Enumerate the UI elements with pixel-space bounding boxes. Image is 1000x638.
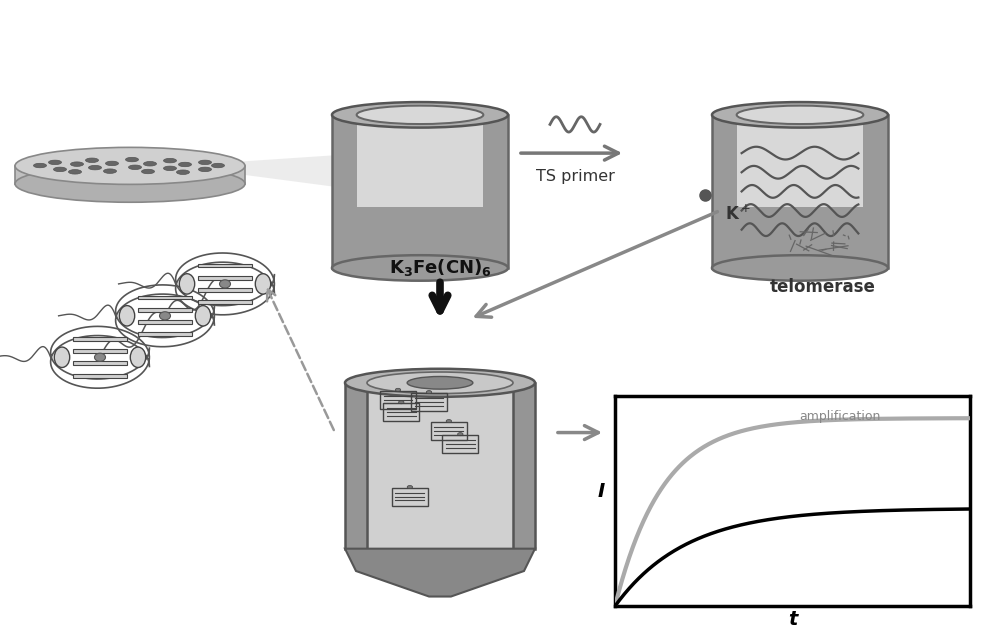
Polygon shape — [138, 295, 192, 299]
Polygon shape — [357, 115, 483, 207]
Ellipse shape — [164, 166, 176, 170]
Polygon shape — [15, 166, 245, 184]
Ellipse shape — [88, 165, 102, 170]
Ellipse shape — [128, 165, 142, 170]
Ellipse shape — [737, 106, 863, 124]
Polygon shape — [345, 383, 367, 549]
Ellipse shape — [126, 158, 138, 162]
Ellipse shape — [395, 389, 401, 391]
Polygon shape — [198, 276, 252, 279]
Text: telomerase: telomerase — [770, 278, 876, 295]
Ellipse shape — [407, 376, 473, 389]
Ellipse shape — [15, 147, 245, 184]
Ellipse shape — [86, 158, 98, 163]
Text: $\mathbf{K_3Fe(CN)_6}$: $\mathbf{K_3Fe(CN)_6}$ — [389, 256, 491, 278]
Y-axis label: I: I — [597, 482, 605, 501]
Polygon shape — [138, 308, 192, 311]
Text: K$^+$: K$^+$ — [725, 204, 751, 223]
Polygon shape — [138, 332, 192, 336]
Ellipse shape — [164, 158, 176, 163]
Ellipse shape — [255, 274, 271, 294]
Ellipse shape — [712, 102, 888, 128]
Ellipse shape — [712, 255, 888, 281]
Ellipse shape — [332, 255, 508, 281]
X-axis label: t: t — [788, 611, 797, 629]
Ellipse shape — [178, 162, 192, 167]
Ellipse shape — [195, 306, 211, 326]
Ellipse shape — [345, 369, 535, 397]
Ellipse shape — [48, 160, 62, 165]
Ellipse shape — [426, 390, 432, 394]
Ellipse shape — [54, 167, 66, 172]
Polygon shape — [198, 263, 252, 267]
Polygon shape — [513, 383, 535, 549]
Ellipse shape — [106, 161, 119, 166]
Polygon shape — [73, 337, 127, 341]
Polygon shape — [345, 549, 535, 597]
Ellipse shape — [54, 347, 70, 367]
Ellipse shape — [130, 347, 146, 367]
Ellipse shape — [94, 353, 106, 361]
Ellipse shape — [69, 170, 82, 174]
Polygon shape — [737, 115, 863, 207]
Ellipse shape — [212, 163, 224, 168]
Ellipse shape — [144, 161, 156, 166]
Ellipse shape — [34, 163, 47, 168]
Ellipse shape — [199, 167, 212, 172]
Ellipse shape — [332, 102, 508, 128]
Polygon shape — [73, 362, 127, 366]
Polygon shape — [332, 115, 508, 268]
Ellipse shape — [458, 433, 463, 436]
Ellipse shape — [15, 165, 245, 202]
Polygon shape — [712, 115, 888, 268]
Polygon shape — [198, 288, 252, 292]
Ellipse shape — [399, 401, 404, 404]
Polygon shape — [176, 147, 452, 202]
Ellipse shape — [367, 372, 513, 394]
Polygon shape — [138, 320, 192, 324]
Ellipse shape — [220, 280, 230, 288]
Ellipse shape — [357, 106, 483, 124]
Ellipse shape — [446, 420, 452, 422]
Text: TS primer: TS primer — [536, 169, 614, 184]
Polygon shape — [73, 349, 127, 353]
Polygon shape — [198, 300, 252, 304]
Text: amplification: amplification — [800, 410, 881, 423]
Ellipse shape — [104, 169, 116, 174]
Ellipse shape — [176, 170, 190, 174]
Ellipse shape — [71, 162, 84, 167]
Ellipse shape — [142, 169, 154, 174]
Ellipse shape — [407, 486, 413, 489]
Polygon shape — [367, 383, 513, 549]
Ellipse shape — [199, 160, 212, 165]
Ellipse shape — [160, 312, 170, 320]
Ellipse shape — [179, 274, 195, 294]
Ellipse shape — [119, 306, 135, 326]
Polygon shape — [73, 374, 127, 378]
